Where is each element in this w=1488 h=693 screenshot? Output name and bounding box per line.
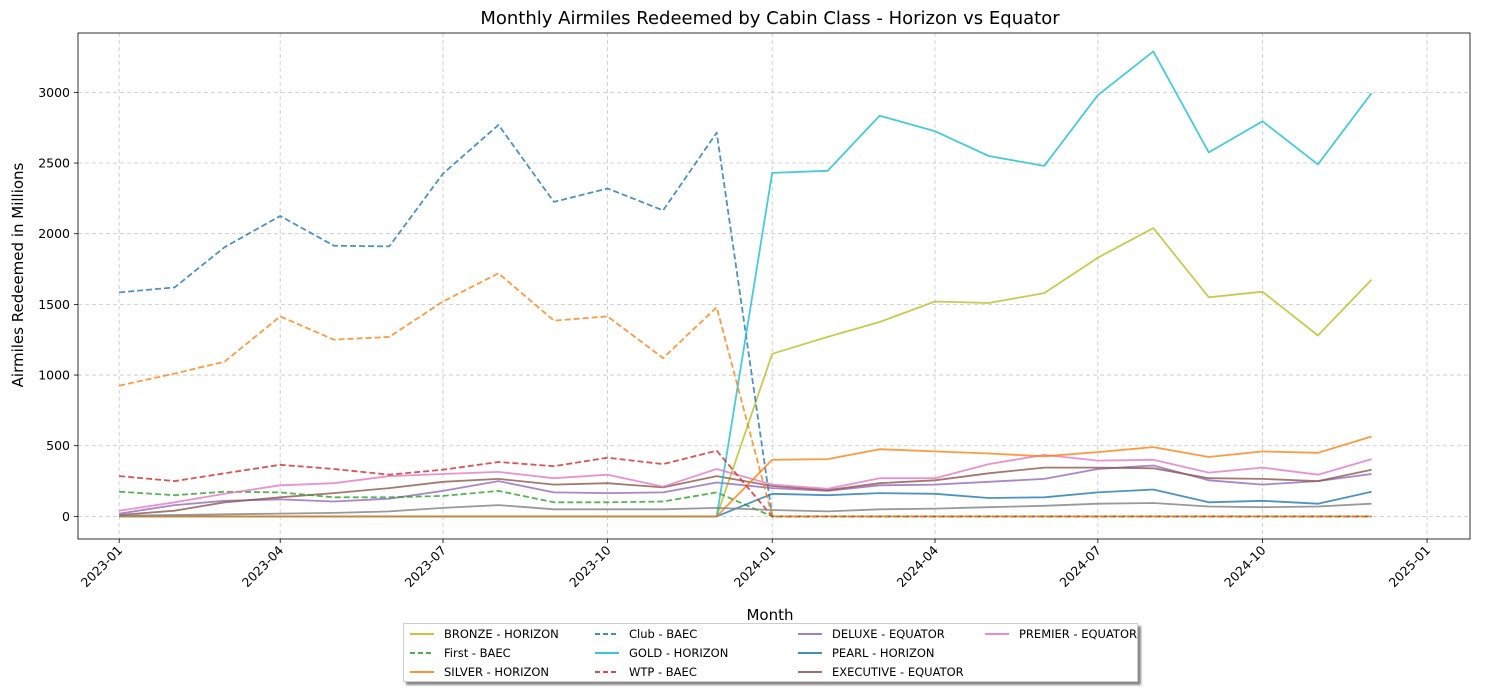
legend-label: EXECUTIVE - EQUATOR bbox=[832, 665, 964, 679]
chart-title: Monthly Airmiles Redeemed by Cabin Class… bbox=[480, 8, 1060, 29]
series-line-deluxe-equator bbox=[119, 464, 1372, 515]
legend-swatch bbox=[595, 652, 619, 654]
series-lines bbox=[119, 50, 1373, 518]
legend-swatch bbox=[985, 633, 1009, 635]
series-line-unlabeled-10 bbox=[119, 502, 1372, 517]
series-line-club-baec bbox=[119, 124, 1372, 518]
legend-item: WTP - BAEC bbox=[594, 664, 697, 680]
legend-label: Club - BAEC bbox=[629, 627, 698, 641]
y-tick-label: 500 bbox=[46, 438, 70, 453]
x-tick-label: 2024-07 bbox=[1056, 543, 1104, 591]
series-line-unlabeled-11 bbox=[119, 272, 1372, 518]
legend-label: DELUXE - EQUATOR bbox=[832, 627, 945, 641]
x-tick-label: 2024-10 bbox=[1221, 542, 1269, 590]
legend-item: PEARL - HORIZON bbox=[797, 645, 935, 661]
legend-item: SILVER - HORIZON bbox=[409, 664, 549, 680]
plot-frame bbox=[77, 32, 1471, 540]
legend-swatch bbox=[410, 633, 434, 635]
legend-item: DELUXE - EQUATOR bbox=[797, 626, 945, 642]
legend-label: SILVER - HORIZON bbox=[444, 665, 550, 679]
legend-label: PREMIER - EQUATOR bbox=[1019, 627, 1137, 641]
x-axis-label: Month bbox=[746, 606, 793, 624]
legend-swatch bbox=[410, 671, 434, 673]
x-tick-label: 2025-01 bbox=[1386, 543, 1434, 591]
y-axis-label: Airmiles Redeemed in Millions bbox=[9, 162, 27, 387]
y-tick-label: 3000 bbox=[38, 85, 70, 100]
y-tick-label: 0 bbox=[62, 509, 70, 524]
legend-item: First - BAEC bbox=[409, 645, 511, 661]
legend-swatch bbox=[410, 652, 434, 654]
legend-swatch bbox=[595, 671, 619, 673]
x-tick-label: 2023-10 bbox=[566, 542, 614, 590]
x-tick-label: 2023-04 bbox=[239, 542, 287, 590]
x-tick-label: 2023-01 bbox=[78, 543, 126, 591]
x-tick-label: 2024-04 bbox=[894, 542, 942, 590]
legend-swatch bbox=[798, 633, 822, 635]
legend-swatch bbox=[595, 633, 619, 635]
legend-label: BRONZE - HORIZON bbox=[444, 627, 559, 641]
legend-item: BRONZE - HORIZON bbox=[409, 626, 559, 642]
x-tick-label: 2024-01 bbox=[731, 543, 779, 591]
legend-label: WTP - BAEC bbox=[629, 665, 697, 679]
legend-item: Club - BAEC bbox=[594, 626, 697, 642]
legend-item: GOLD - HORIZON bbox=[594, 645, 728, 661]
series-line-executive-equator bbox=[119, 466, 1372, 516]
legend-label: PEARL - HORIZON bbox=[832, 646, 935, 660]
legend-item: PREMIER - EQUATOR bbox=[984, 626, 1137, 642]
legend-item: EXECUTIVE - EQUATOR bbox=[797, 664, 964, 680]
y-tick-label: 2500 bbox=[38, 156, 70, 171]
legend-label: GOLD - HORIZON bbox=[629, 646, 729, 660]
grid bbox=[78, 33, 1470, 539]
series-line-premier-equator bbox=[119, 453, 1372, 512]
series-line-gold-horizon bbox=[119, 50, 1373, 518]
y-tick-label: 2000 bbox=[38, 226, 70, 241]
series-line-silver-horizon bbox=[119, 435, 1372, 518]
chart-legend: BRONZE - HORIZON First - BAEC SILVER - HOR… bbox=[403, 623, 1138, 682]
y-tick-label: 1000 bbox=[38, 368, 70, 383]
series-line-wtp-baec bbox=[119, 449, 1372, 518]
y-tick-label: 1500 bbox=[38, 297, 70, 312]
x-tick-label: 2023-07 bbox=[402, 543, 450, 591]
legend-swatch bbox=[798, 652, 822, 654]
legend-swatch bbox=[798, 671, 822, 673]
legend-label: First - BAEC bbox=[444, 646, 511, 660]
